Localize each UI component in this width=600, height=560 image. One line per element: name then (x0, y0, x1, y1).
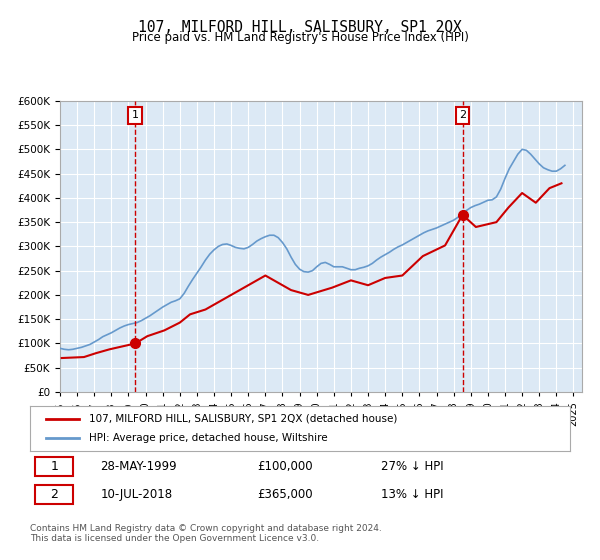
Text: 1: 1 (50, 460, 58, 473)
Text: £100,000: £100,000 (257, 460, 313, 473)
Text: HPI: Average price, detached house, Wiltshire: HPI: Average price, detached house, Wilt… (89, 433, 328, 444)
Text: Contains HM Land Registry data © Crown copyright and database right 2024.
This d: Contains HM Land Registry data © Crown c… (30, 524, 382, 543)
Text: 1: 1 (132, 110, 139, 120)
Text: 28-MAY-1999: 28-MAY-1999 (100, 460, 177, 473)
Text: 2: 2 (459, 110, 466, 120)
Text: 107, MILFORD HILL, SALISBURY, SP1 2QX: 107, MILFORD HILL, SALISBURY, SP1 2QX (138, 20, 462, 35)
Text: 107, MILFORD HILL, SALISBURY, SP1 2QX (detached house): 107, MILFORD HILL, SALISBURY, SP1 2QX (d… (89, 413, 398, 423)
Text: Price paid vs. HM Land Registry's House Price Index (HPI): Price paid vs. HM Land Registry's House … (131, 31, 469, 44)
Text: 2: 2 (50, 488, 58, 501)
FancyBboxPatch shape (35, 457, 73, 476)
Text: £365,000: £365,000 (257, 488, 313, 501)
FancyBboxPatch shape (35, 485, 73, 503)
Text: 10-JUL-2018: 10-JUL-2018 (100, 488, 172, 501)
Text: 27% ↓ HPI: 27% ↓ HPI (381, 460, 443, 473)
Text: 13% ↓ HPI: 13% ↓ HPI (381, 488, 443, 501)
